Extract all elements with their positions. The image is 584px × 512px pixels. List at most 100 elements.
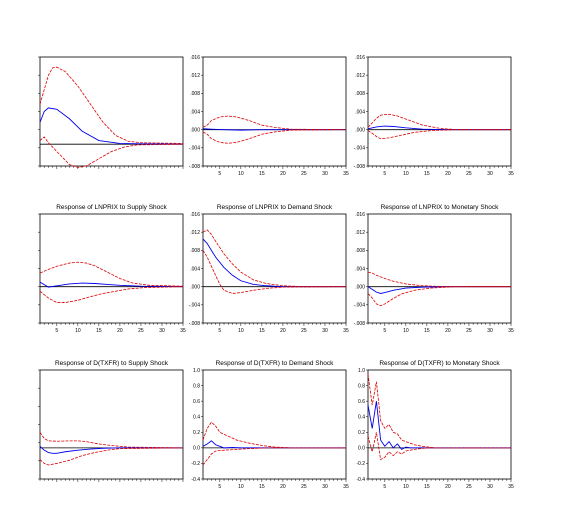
y-tick-label: -0.2 — [356, 461, 365, 467]
x-tick-label: 10 — [403, 328, 409, 334]
x-tick-label: 35 — [508, 484, 514, 490]
y-tick-label: .012 — [355, 73, 365, 79]
x-tick-label: 10 — [238, 484, 244, 490]
plot-frame — [202, 369, 347, 480]
x-tick-label: 5 — [383, 328, 386, 334]
x-tick-label: 25 — [466, 484, 472, 490]
y-tick-label: -.004 — [189, 146, 201, 152]
y-tick-label: -0.4 — [191, 477, 200, 483]
x-tick-label: 20 — [445, 484, 451, 490]
x-tick-label: 20 — [117, 328, 123, 334]
x-tick-label: 30 — [487, 171, 493, 177]
x-tick-label: 35 — [508, 328, 514, 334]
y-tick-label: .004 — [355, 266, 365, 272]
x-tick-label: 10 — [238, 171, 244, 177]
y-tick-label: -.004 — [189, 303, 201, 309]
x-tick-label: 25 — [301, 484, 307, 490]
panel-title: Response of LNPRIX to Supply Shock — [56, 204, 167, 211]
chart-panel-8: Response of D(TXFR) to Demand Shock 5 10 15… — [191, 360, 349, 490]
plot-frame — [367, 56, 512, 167]
x-tick-label: 10 — [403, 171, 409, 177]
x-tick-label: 30 — [322, 484, 328, 490]
y-tick-label: -.004 — [354, 146, 366, 152]
plot-frame — [39, 213, 184, 324]
y-tick-label: .016 — [190, 55, 200, 61]
impulse-response-line — [39, 281, 184, 288]
lower-band-line — [202, 447, 346, 466]
plot-frame — [367, 213, 512, 324]
plot-frame — [367, 369, 512, 480]
panel-title: Response of D(TXFR) to Demand Shock — [216, 360, 335, 367]
y-tick-label: 0.4 — [358, 415, 365, 421]
upper-band-line — [367, 113, 511, 131]
y-tick-label: .000 — [355, 284, 365, 290]
y-tick-label: .000 — [355, 127, 365, 133]
y-tick-label: 0.0 — [193, 446, 200, 452]
y-tick-label: -0.2 — [191, 461, 200, 467]
impulse-response-line — [367, 401, 511, 450]
chart-panel-3: 5 10 15 20 25 30 35 -.008 -.004 .000 .004 .008 .012.… — [354, 55, 514, 177]
y-tick-label: 0.0 — [358, 446, 365, 452]
x-tick-label: 5 — [383, 171, 386, 177]
chart-panel-2: 5 10 15 20 25 30 35 -.008 -.004 .000 .004 .008 .012.… — [189, 55, 349, 177]
y-tick-label: .016 — [355, 55, 365, 61]
x-tick-label: 35 — [343, 328, 349, 334]
y-tick-label: -.004 — [354, 303, 366, 309]
plot-frame — [39, 56, 184, 167]
x-tick-label: 30 — [322, 328, 328, 334]
x-tick-label: 15 — [96, 328, 102, 334]
x-tick-label: 5 — [55, 328, 58, 334]
lower-band-line — [39, 447, 184, 466]
y-tick-label: 0.6 — [358, 399, 365, 405]
y-tick-label: -0.4 — [356, 477, 365, 483]
upper-band-line — [39, 261, 184, 287]
impulse-response-line — [39, 107, 184, 145]
y-tick-label: 1.0 — [358, 368, 365, 374]
x-tick-label: 35 — [180, 328, 186, 334]
x-tick-label: 35 — [343, 171, 349, 177]
lower-band-line — [39, 136, 184, 168]
x-tick-label: 10 — [75, 328, 81, 334]
panel-title: Response of LNPRIX to Monetary Shock — [381, 204, 500, 211]
panel-title: Response of D(TXFR) to Supply Shock — [55, 360, 169, 367]
chart-panel-6: Response of LNPRIX to Monetary Shock 5 10 1… — [354, 204, 514, 334]
y-tick-label: 0.6 — [193, 399, 200, 405]
lower-band-line — [367, 129, 511, 140]
lower-band-line — [202, 129, 347, 144]
y-tick-label: -.008 — [189, 321, 201, 327]
impulse-response-line — [202, 440, 346, 449]
x-tick-label: 15 — [259, 328, 265, 334]
y-tick-label: 0.2 — [193, 430, 200, 436]
plot-frame — [202, 56, 347, 167]
x-tick-label: 25 — [466, 171, 472, 177]
y-tick-label: 0.8 — [193, 383, 200, 389]
chart-panel-5: Response of LNPRIX to Demand Shock 5 10 15 2… — [189, 204, 349, 334]
upper-band-line — [202, 421, 346, 449]
y-tick-label: .012 — [190, 73, 200, 79]
x-tick-label: 25 — [301, 328, 307, 334]
x-tick-label: 10 — [403, 484, 409, 490]
impulse-response-line — [367, 125, 511, 131]
lower-band-line — [367, 286, 511, 307]
y-tick-label: 0.2 — [358, 430, 365, 436]
y-tick-label: .000 — [190, 284, 200, 290]
x-tick-label: 10 — [238, 328, 244, 334]
y-tick-label: .008 — [355, 248, 365, 254]
x-tick-label: 15 — [424, 484, 430, 490]
lower-band-line — [39, 286, 184, 303]
x-tick-label: 25 — [138, 328, 144, 334]
x-tick-label: 20 — [280, 171, 286, 177]
x-tick-label: 25 — [466, 328, 472, 334]
y-tick-label: -.008 — [189, 164, 201, 170]
y-tick-label: -.008 — [354, 164, 366, 170]
x-tick-label: 15 — [259, 171, 265, 177]
y-tick-label: .016 — [190, 212, 200, 218]
x-tick-label: 30 — [487, 328, 493, 334]
impulse-response-line — [39, 445, 183, 454]
y-tick-label: .012 — [355, 230, 365, 236]
chart-panel-7: Response of D(TXFR) to Supply Shock — [38, 360, 184, 482]
x-tick-label: 20 — [280, 328, 286, 334]
x-tick-label: 30 — [159, 328, 165, 334]
y-tick-label: .016 — [355, 212, 365, 218]
impulse-response-line — [202, 128, 346, 131]
